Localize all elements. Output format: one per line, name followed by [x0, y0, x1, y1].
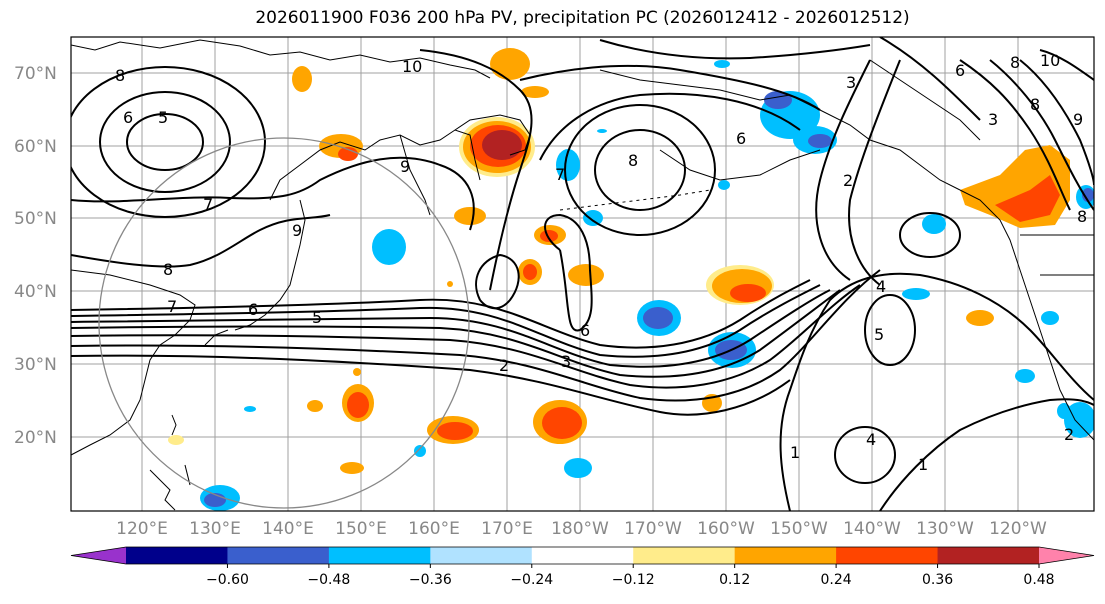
lon-label: 140°E [262, 519, 314, 539]
lon-label: 150°E [335, 519, 387, 539]
lat-label: 50°N [14, 209, 57, 229]
pv-contour-label: 3 [846, 73, 856, 92]
colorbar-tick-label: 0.12 [719, 572, 750, 588]
pv-contour-label: 2 [1064, 425, 1074, 444]
lon-label: 160°E [408, 519, 460, 539]
range-circle [98, 137, 470, 509]
pv-contour-label: 2 [843, 171, 853, 190]
colorbar-swatch [836, 547, 939, 564]
lat-label: 30°N [14, 355, 57, 375]
pv-contour-label: 5 [158, 108, 168, 127]
pv-contour-label: 8 [628, 151, 638, 170]
colorbar-extend-low [71, 547, 126, 564]
colorbar-tick-label: 0.48 [1023, 572, 1054, 588]
colorbar-swatch [937, 547, 1040, 564]
pv-contour-label: 7 [167, 297, 177, 316]
colorbar-tick-label: −0.24 [510, 572, 553, 588]
pv-contours [71, 37, 1094, 511]
pv-contour-label: 10 [402, 57, 422, 76]
pv-contour-label: 10 [1040, 51, 1060, 70]
colorbar-swatch [227, 547, 330, 564]
colorbar-outline [70, 546, 1095, 565]
lon-label: 120°E [116, 519, 168, 539]
pv-contour-label: 6 [123, 108, 133, 127]
pv-contour-label: 4 [876, 277, 886, 296]
pv-contour-label: 6 [248, 300, 258, 319]
colorbar-tick-label: 0.24 [821, 572, 852, 588]
lon-label: 130°W [916, 519, 974, 539]
pv-contour-label: 6 [736, 129, 746, 148]
pv-contour-label: 9 [292, 221, 302, 240]
colorbar-tick-label: −0.60 [206, 572, 249, 588]
colorbar-swatch [126, 547, 228, 564]
lon-label: 170°W [624, 519, 682, 539]
lon-label: 120°W [989, 519, 1047, 539]
lat-label: 60°N [14, 137, 57, 157]
lon-label: 160°W [697, 519, 755, 539]
lon-label: 180°W [551, 519, 609, 539]
lon-label: 170°E [481, 519, 533, 539]
colorbar-tick-label: −0.36 [409, 572, 452, 588]
pv-contour-label: 9 [1073, 110, 1083, 129]
pv-contour-label: 7 [555, 165, 565, 184]
map-frame [70, 36, 1095, 512]
colorbar-tick-label: 0.36 [922, 572, 953, 588]
pv-contour-label: 4 [866, 430, 876, 449]
pv-contour-label: 3 [988, 110, 998, 129]
pv-contour-label: 8 [1010, 53, 1020, 72]
latitude-labels: 70°N 60°N 50°N 40°N 30°N 20°N [14, 64, 57, 448]
colorbar-extend-high [1039, 547, 1094, 564]
pv-contour-label: 7 [203, 195, 213, 214]
pv-contour-label: 8 [115, 66, 125, 85]
pv-contour-label: 8 [1030, 95, 1040, 114]
colorbar-swatch [328, 547, 431, 564]
pv-contour-label: 8 [1077, 207, 1087, 226]
lat-label: 20°N [14, 428, 57, 448]
pv-contour-label: 9 [400, 157, 410, 176]
pv-contour-label: 5 [874, 325, 884, 344]
pv-contour-label: 8 [163, 260, 173, 279]
colorbar-swatch [633, 547, 736, 564]
lon-label: 140°W [843, 519, 901, 539]
lat-label: 70°N [14, 64, 57, 84]
pv-contour-label: 2 [499, 356, 509, 375]
pv-contour-label: 1 [790, 443, 800, 462]
pv-contour-label: 5 [312, 308, 322, 327]
colorbar-swatch [430, 547, 533, 564]
lon-label: 150°W [770, 519, 828, 539]
map-title: 2026011900 F036 200 hPa PV, precipitatio… [255, 8, 910, 28]
pv-contour-label: 6 [955, 61, 965, 80]
pv-contour-label: 6 [580, 321, 590, 340]
pv-contour-label: 3 [561, 352, 571, 371]
pv-contour-label-group: 8 10 5 6 7 9 8 7 6 5 2 3 8 6 9 2 3 4 5 1… [115, 51, 1087, 474]
colorbar-tick-label: −0.48 [307, 572, 350, 588]
lon-label: 130°E [189, 519, 241, 539]
colorbar-tick-label: −0.12 [612, 572, 655, 588]
colorbar-swatch [531, 547, 634, 564]
colorbar-swatch [734, 547, 837, 564]
lat-label: 40°N [14, 282, 57, 302]
precip-positive-areas [168, 48, 1070, 474]
pv-contour-label: 1 [918, 455, 928, 474]
colorbar: −0.60 −0.48 −0.36 −0.24 −0.12 0.12 0.24 0.36 0.4… [70, 546, 1095, 588]
longitude-labels: 120°E 130°E 140°E 150°E 160°E 170°E 180°… [116, 519, 1047, 539]
